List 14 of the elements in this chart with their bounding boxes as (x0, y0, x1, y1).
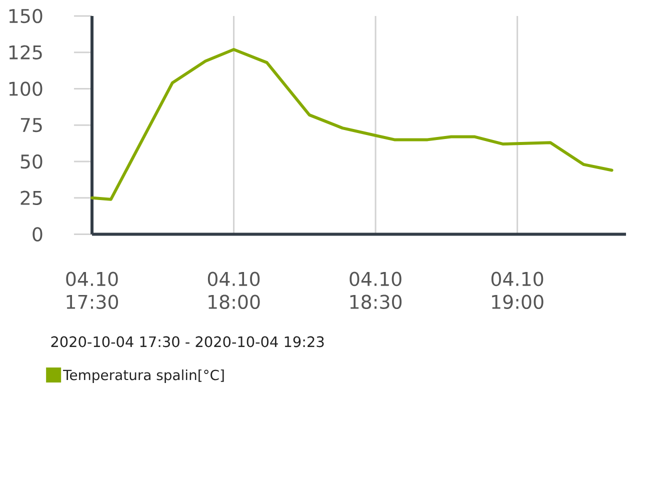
y-tick-label: 125 (9, 45, 42, 60)
x-tick-label: 04.10 17:30 (66, 272, 118, 310)
y-tick-label: 0 (32, 227, 42, 242)
text: 2020-10-04 17:30 - 2020-10-04 19:23 (51, 336, 324, 348)
y-tick-label: 75 (20, 118, 42, 132)
x-tick-label: 04.10 18:00 (208, 272, 260, 310)
y-tick-label: 50 (20, 154, 42, 169)
legend-label: Temperatura spalin[°C] (63, 369, 224, 383)
x-tick-label: 04.10 18:30 (350, 272, 402, 310)
y-tick-label: 25 (20, 190, 42, 206)
y-tick-label: 100 (9, 82, 42, 96)
line-series (90, 48, 614, 201)
y-tick-label: 150 (9, 8, 42, 24)
x-tick-label: 04.10 19:00 (491, 272, 544, 310)
